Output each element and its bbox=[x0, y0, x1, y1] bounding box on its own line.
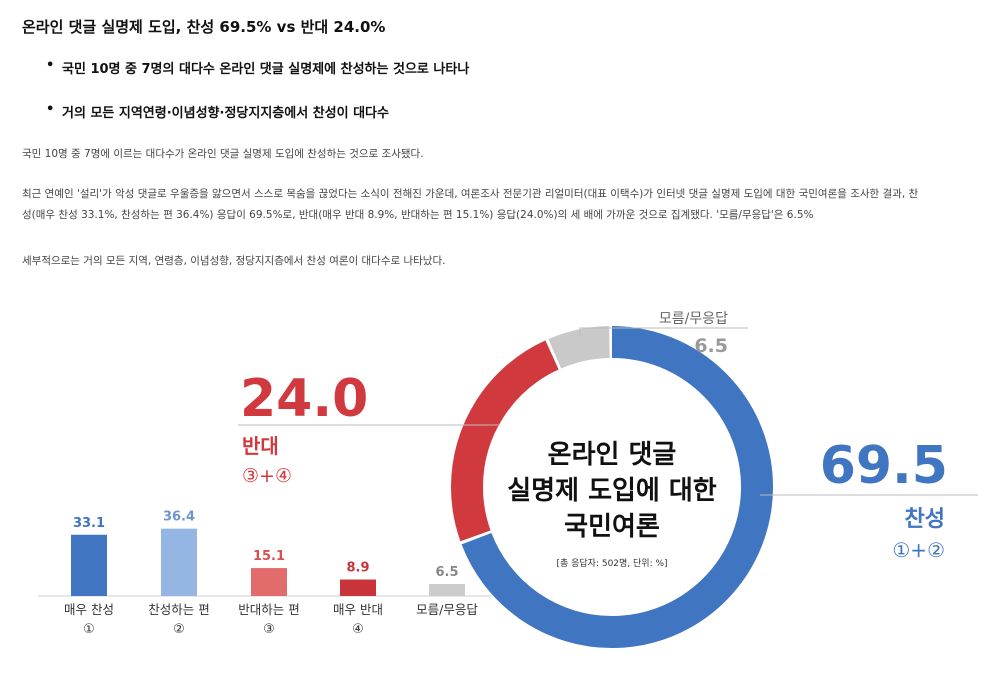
article-paragraph: 성(매우 찬성 33.1%, 찬성하는 편 36.4%) 응답이 69.5%로,… bbox=[22, 209, 814, 221]
donut-title-line: 온라인 댓글 bbox=[548, 440, 677, 470]
article-headline: 온라인 댓글 실명제 도입, 찬성 69.5% vs 반대 24.0% bbox=[22, 18, 386, 36]
approve-total-sublabel: ①+② bbox=[892, 538, 945, 562]
oppose-total-label: 반대 bbox=[242, 434, 279, 458]
bar-1 bbox=[71, 534, 107, 596]
bar-value-label: 6.5 bbox=[435, 565, 458, 580]
article-paragraph: 최근 연예인 '설리'가 악성 댓글로 우울증을 앓으면서 스스로 목숨을 끊었… bbox=[22, 188, 919, 200]
bar-4 bbox=[340, 579, 376, 596]
callout-leader bbox=[579, 327, 748, 336]
summary-bullets: 국민 10명 중 7명의 대다수 온라인 댓글 실명제에 찬성하는 것으로 나타… bbox=[46, 58, 469, 146]
approve-total-value: 69.5 bbox=[820, 436, 948, 496]
donut-note: [총 응답자: 502명, 단위: %] bbox=[556, 557, 667, 569]
unknown-total-label: 모름/무응답 bbox=[659, 311, 728, 327]
bar-value-label: 15.1 bbox=[253, 549, 285, 564]
bar-category-label: 매우 반대 bbox=[333, 602, 383, 617]
oppose-total-value: 24.0 bbox=[240, 369, 368, 429]
bar-chart: 33.1 매우 찬성 ① 36.4 찬성하는 편 ② 15.1 반대하는 편 ③ 8.9 매우 반대… bbox=[38, 510, 492, 637]
bar-category-marker: ② bbox=[173, 622, 185, 637]
bar-category-label: 반대하는 편 bbox=[238, 602, 299, 617]
donut-title-line: 국민여론 bbox=[564, 512, 660, 542]
approve-total-label: 찬성 bbox=[905, 507, 945, 532]
bar-category-label: 모름/무응답 bbox=[416, 602, 478, 617]
bar-value-label: 8.9 bbox=[346, 561, 369, 576]
bar-category-marker: ④ bbox=[352, 622, 364, 637]
bar-value-label: 36.4 bbox=[163, 510, 195, 525]
donut-segment-2 bbox=[451, 326, 773, 648]
donut-segment-1 bbox=[451, 326, 773, 648]
bar-category-marker: ① bbox=[83, 622, 95, 637]
article-paragraph: 세부적으로는 거의 모든 지역, 연령층, 이념성향, 정당지지층에서 찬성 여… bbox=[22, 255, 446, 267]
bar-3 bbox=[251, 568, 287, 596]
bar-value-label: 33.1 bbox=[73, 516, 105, 531]
donut-title-line: 실명제 도입에 대한 bbox=[507, 476, 717, 506]
article-paragraph: 국민 10명 중 7명에 이르는 대다수가 온라인 댓글 실명제 도입에 찬성하… bbox=[22, 148, 424, 160]
bar-category-marker: ③ bbox=[263, 622, 275, 637]
bar-5 bbox=[429, 583, 465, 596]
summary-bullet: 거의 모든 지역연령·이념성향·정당지지층에서 찬성이 대다수 bbox=[46, 102, 469, 146]
oppose-total-sublabel: ③+④ bbox=[242, 465, 292, 487]
bar-category-label: 매우 찬성 bbox=[64, 602, 114, 617]
bar-category-label: 찬성하는 편 bbox=[148, 602, 209, 617]
summary-bullet: 국민 10명 중 7명의 대다수 온라인 댓글 실명제에 찬성하는 것으로 나타… bbox=[46, 58, 469, 102]
unknown-total-value: 6.5 bbox=[694, 335, 728, 357]
bar-2 bbox=[161, 528, 197, 596]
poll-chart: 33.1 매우 찬성 ① 36.4 찬성하는 편 ② 15.1 반대하는 편 ③ 8.9 매우 반대… bbox=[38, 311, 978, 648]
